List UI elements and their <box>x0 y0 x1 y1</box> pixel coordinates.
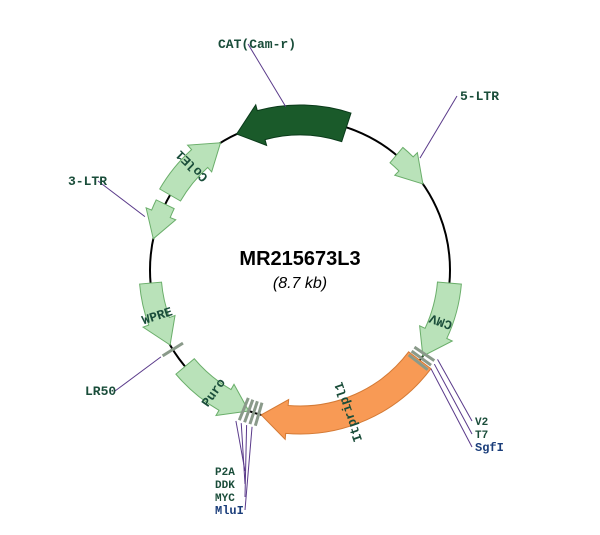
label-3-ltr: 3-LTR <box>68 174 107 189</box>
label-p2a: P2A <box>215 467 235 479</box>
feature-cat(cam-r) <box>237 105 351 146</box>
leader-line <box>420 96 457 158</box>
label-v2: V2 <box>475 417 488 429</box>
plasmid-map: CAT(Cam-r)5-LTR3-LTRLR50V2T7SgfIP2ADDKMY… <box>0 0 600 535</box>
leader-line <box>431 369 472 447</box>
leader-line <box>434 364 472 434</box>
mark-lr50 <box>163 343 183 356</box>
label-cat(cam-r): CAT(Cam-r) <box>218 37 296 52</box>
label-sgfi: SgfI <box>475 441 504 455</box>
feature-3-ltr <box>146 200 176 239</box>
plasmid-name: MR215673L3 <box>239 248 360 270</box>
leader-line <box>245 425 247 497</box>
plasmid-size: (8.7 kb) <box>273 275 327 292</box>
label-mlui: MluI <box>215 504 244 518</box>
label-ddk: DDK <box>215 480 235 492</box>
leader-line <box>115 357 161 391</box>
label-lr50: LR50 <box>85 384 116 399</box>
label-5-ltr: 5-LTR <box>460 89 499 104</box>
leader-line <box>248 44 286 107</box>
